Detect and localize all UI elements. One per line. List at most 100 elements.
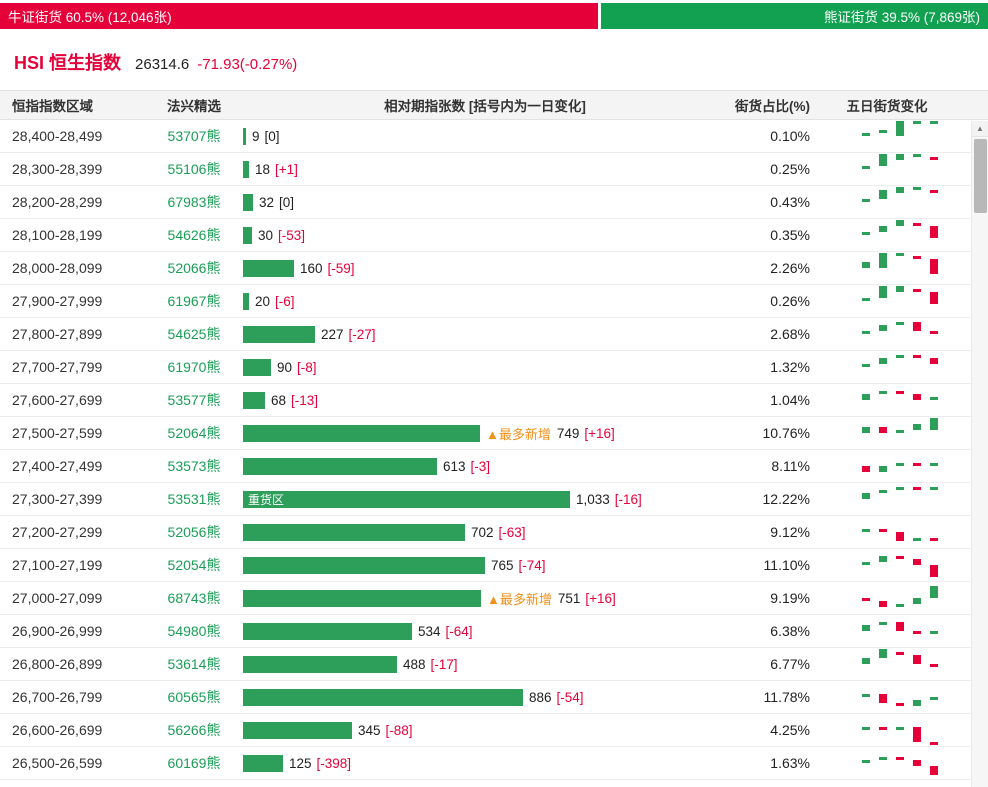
spark-down-bar <box>913 463 921 466</box>
five-day-chart <box>862 682 938 712</box>
contracts-bar <box>243 457 437 475</box>
spark-cell <box>814 286 988 316</box>
range-label: 27,100-27,199 <box>12 557 103 573</box>
spark-cell <box>814 319 988 349</box>
spark-up-bar <box>896 322 904 325</box>
index-price: 26314.6 <box>135 56 190 73</box>
spark-up-bar <box>896 187 904 193</box>
contracts-value: 765 <box>491 557 514 573</box>
spark-down-bar <box>896 622 904 631</box>
warrant-code-link[interactable]: 60565熊 <box>167 689 221 705</box>
range-label: 27,000-27,099 <box>12 590 103 606</box>
five-day-chart <box>862 418 938 448</box>
spark-down-bar <box>930 538 938 541</box>
five-day-chart <box>862 517 938 547</box>
warrant-code-link[interactable]: 54980熊 <box>167 623 221 639</box>
contracts-value: 702 <box>471 524 494 540</box>
pct-value: 0.35% <box>770 227 810 243</box>
spark-cell <box>814 748 988 778</box>
spark-up-bar <box>879 649 887 658</box>
table-row: 27,900-27,999 61967熊 20 [-6] 0.26% <box>0 285 988 318</box>
scrollbar-thumb[interactable] <box>973 139 987 213</box>
spark-down-bar <box>930 157 938 160</box>
contracts-change: [-27] <box>348 326 376 342</box>
contracts-cell: 18 [+1] <box>240 160 730 178</box>
spark-cell <box>814 550 988 580</box>
warrant-code-link[interactable]: 60169熊 <box>167 755 221 771</box>
range-label: 27,300-27,399 <box>12 491 103 507</box>
spark-down-bar <box>930 226 938 238</box>
pct-value: 11.10% <box>763 557 810 573</box>
contracts-value: 227 <box>321 326 344 342</box>
contracts-bar <box>243 127 246 145</box>
five-day-chart <box>862 154 938 184</box>
contracts-value: 886 <box>529 689 552 705</box>
spark-up-bar <box>862 562 870 565</box>
spark-up-bar <box>896 355 904 358</box>
contracts-change: [-88] <box>385 722 413 738</box>
contracts-change: [-53] <box>278 227 306 243</box>
table-row: 28,100-28,199 54626熊 30 [-53] 0.35% <box>0 219 988 252</box>
range-label: 27,800-27,899 <box>12 326 103 342</box>
spark-up-bar <box>862 760 870 763</box>
table-row: 27,200-27,299 52056熊 702 [-63] 9.12% <box>0 516 988 549</box>
vertical-scrollbar[interactable]: ▲ <box>971 121 988 787</box>
contracts-cell: 227 [-27] <box>240 325 730 343</box>
spark-down-bar <box>862 466 870 472</box>
contracts-change: [-63] <box>498 524 526 540</box>
warrant-code-link[interactable]: 55106熊 <box>167 161 221 177</box>
table-row: 26,600-26,699 56266熊 345 [-88] 4.25% <box>0 714 988 747</box>
contracts-value: 32 <box>259 194 275 210</box>
warrant-code-link[interactable]: 61970熊 <box>167 359 221 375</box>
contracts-cell: 886 [-54] <box>240 688 730 706</box>
warrant-code-link[interactable]: 56266熊 <box>167 722 221 738</box>
warrant-code-link[interactable]: 52054熊 <box>167 557 221 573</box>
warrant-code-link[interactable]: 53573熊 <box>167 458 221 474</box>
warrant-code-link[interactable]: 61967熊 <box>167 293 221 309</box>
warrant-code-link[interactable]: 67983熊 <box>167 194 221 210</box>
table-row: 28,300-28,399 55106熊 18 [+1] 0.25% <box>0 153 988 186</box>
contracts-cell: 30 [-53] <box>240 226 730 244</box>
range-label: 27,700-27,799 <box>12 359 103 375</box>
range-label: 26,800-26,899 <box>12 656 103 672</box>
spark-up-bar <box>862 262 870 268</box>
contracts-bar <box>243 160 249 178</box>
spark-cell <box>814 715 988 745</box>
contracts-cell: ▲最多新增 751 [+16] <box>240 589 730 608</box>
table-row: 27,300-27,399 53531熊 重货区 1,033 [-16] 12.22% <box>0 483 988 516</box>
warrant-code-link[interactable]: 53531熊 <box>167 491 221 507</box>
spark-up-bar <box>913 154 921 157</box>
spark-up-bar <box>930 121 938 124</box>
spark-up-bar <box>879 226 887 232</box>
spark-down-bar <box>879 427 887 433</box>
spark-down-bar <box>879 529 887 532</box>
warrant-code-link[interactable]: 53707熊 <box>167 128 221 144</box>
table-row: 26,800-26,899 53614熊 488 [-17] 6.77% <box>0 648 988 681</box>
warrant-code-link[interactable]: 52064熊 <box>167 425 221 441</box>
warrant-code-link[interactable]: 53614熊 <box>167 656 221 672</box>
warrant-code-link[interactable]: 53577熊 <box>167 392 221 408</box>
spark-down-bar <box>879 694 887 703</box>
warrant-code-link[interactable]: 52056熊 <box>167 524 221 540</box>
range-label: 28,400-28,499 <box>12 128 103 144</box>
spark-up-bar <box>879 466 887 472</box>
range-label: 26,500-26,599 <box>12 755 103 771</box>
table-row: 27,500-27,599 52064熊 ▲最多新增 749 [+16] 10.76% <box>0 417 988 450</box>
range-label: 26,700-26,799 <box>12 689 103 705</box>
spark-down-bar <box>913 322 921 331</box>
scroll-up-icon[interactable]: ▲ <box>972 121 988 137</box>
warrant-code-link[interactable]: 52066熊 <box>167 260 221 276</box>
contracts-bar <box>243 523 465 541</box>
pct-value: 0.25% <box>770 161 810 177</box>
warrant-code-link[interactable]: 54626熊 <box>167 227 221 243</box>
five-day-chart <box>862 748 938 778</box>
spark-cell <box>814 616 988 646</box>
contracts-bar <box>243 193 253 211</box>
index-name: HSI 恒生指数 <box>14 53 122 73</box>
warrant-code-link[interactable]: 54625熊 <box>167 326 221 342</box>
table-row: 27,600-27,699 53577熊 68 [-13] 1.04% <box>0 384 988 417</box>
warrant-code-link[interactable]: 68743熊 <box>167 590 221 606</box>
contracts-value: 125 <box>289 755 312 771</box>
range-label: 27,500-27,599 <box>12 425 103 441</box>
contracts-value: 68 <box>271 392 287 408</box>
